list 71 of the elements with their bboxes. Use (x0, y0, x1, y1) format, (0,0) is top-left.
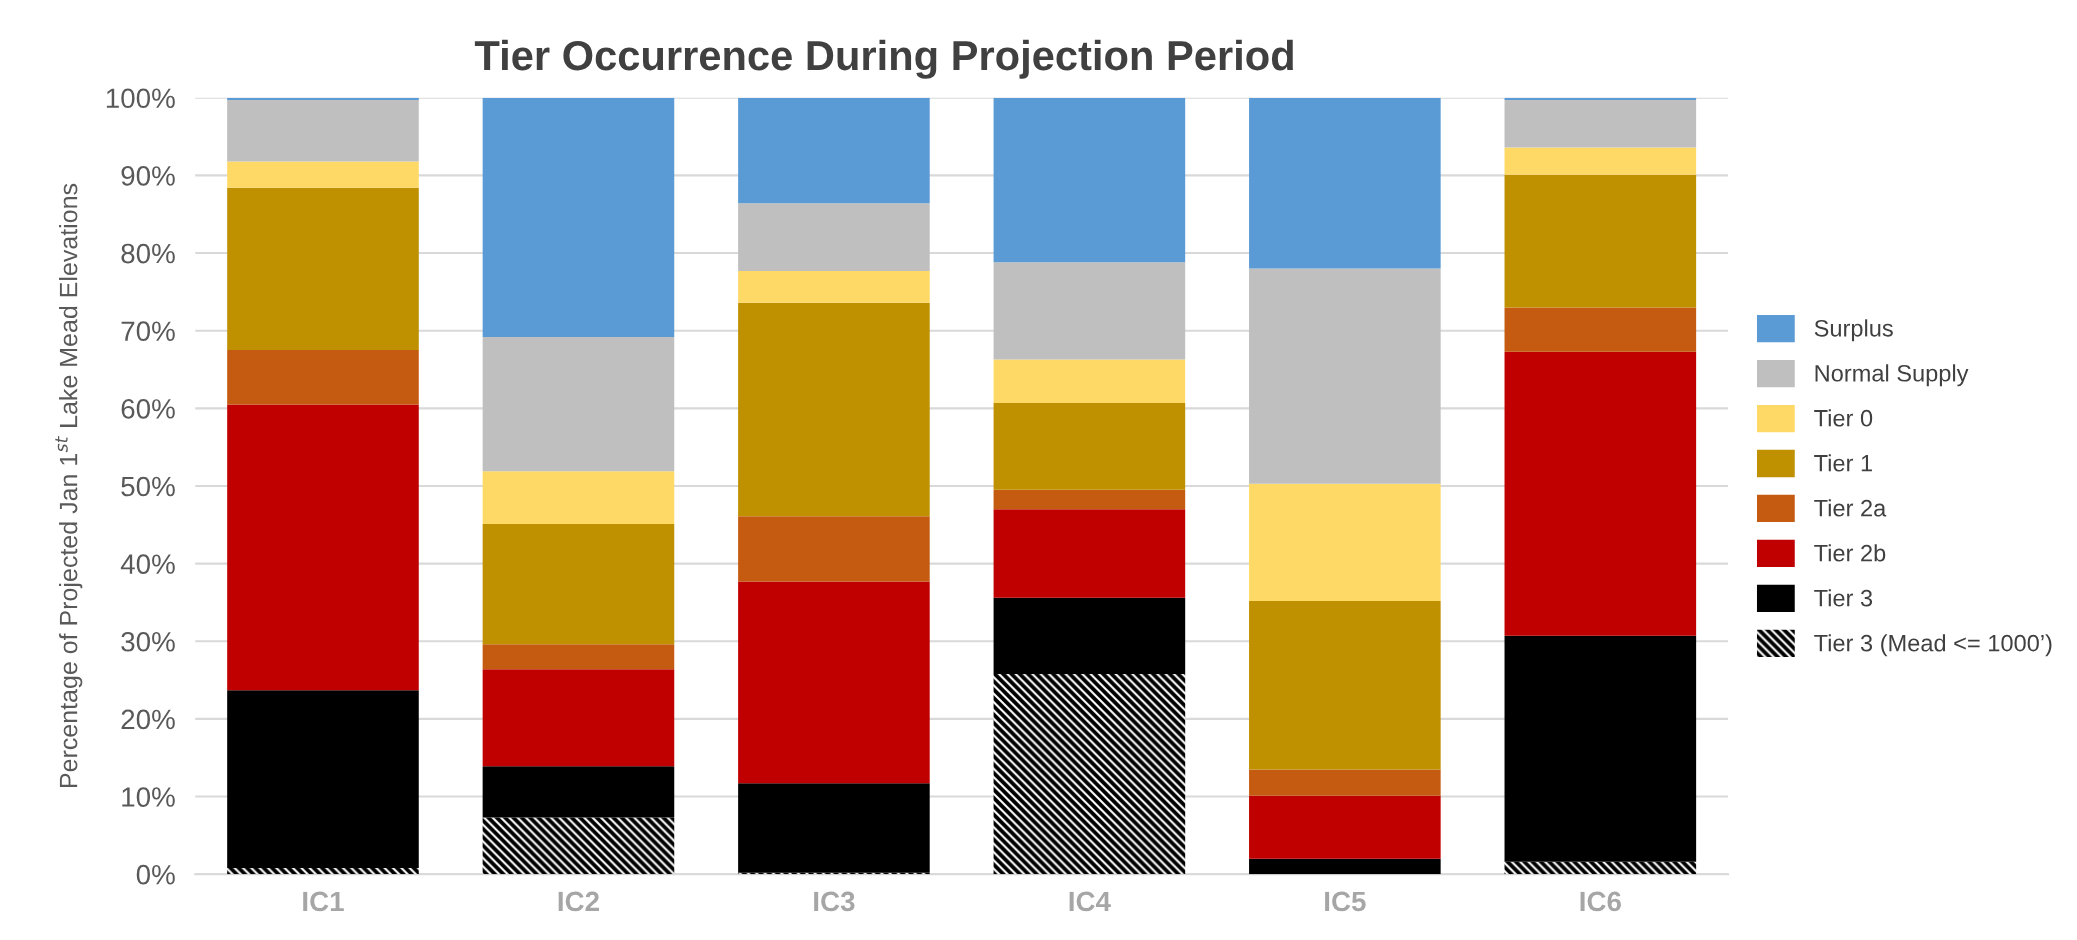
bar (227, 100, 419, 162)
bar (1504, 147, 1697, 175)
bar (482, 669, 675, 767)
bar (993, 402, 1186, 490)
chart-title: Tier Occurrence During Projection Period (474, 39, 1293, 79)
x-tick-label: IC4 (1069, 891, 1111, 912)
bar (1249, 769, 1441, 796)
bar (482, 336, 675, 472)
bar (1249, 795, 1441, 859)
y-tick-label: 0% (136, 864, 175, 885)
bar (1504, 307, 1697, 352)
y-axis-title: Percentage of Projected Jan 1$^{st}$ Lake Mead Elevations (55, 183, 83, 788)
bar (1504, 174, 1697, 308)
bar (738, 97, 930, 204)
y-tick-label: 20% (121, 709, 175, 730)
legend-label: Tier 0 (1814, 409, 1873, 427)
bar (482, 766, 675, 818)
y-tick-label: 80% (121, 243, 175, 264)
x-tick-label: IC1 (303, 891, 344, 912)
bar (227, 161, 419, 188)
legend-label: Tier 2b (1814, 544, 1886, 562)
bar (993, 509, 1186, 598)
bar (1249, 600, 1441, 770)
bar (227, 404, 419, 691)
bar (482, 471, 675, 525)
bar (738, 783, 930, 873)
bar (738, 270, 930, 303)
bar (1504, 351, 1697, 636)
bar (227, 350, 419, 405)
legend-label: Tier 1 (1814, 454, 1872, 472)
x-tick-label: IC2 (558, 891, 599, 912)
bar (1504, 100, 1697, 148)
y-tick-label: 40% (120, 554, 175, 574)
legend-label: Tier 2a (1814, 499, 1887, 517)
y-tick-label: 90% (121, 166, 175, 186)
y-tick-label: 70% (121, 321, 175, 342)
legend-label: Surplus (1814, 319, 1893, 342)
y-tick-label: 100% (106, 88, 175, 109)
x-tick-label: IC6 (1580, 891, 1621, 912)
x-tick-label: IC3 (814, 891, 855, 912)
bar (482, 817, 675, 875)
bar (993, 597, 1186, 674)
bar (1249, 483, 1441, 601)
bar (993, 359, 1186, 403)
y-tick-label: 30% (121, 631, 175, 652)
legend-label: Tier 3 (1814, 589, 1873, 607)
bar (1504, 635, 1697, 862)
bar (738, 302, 930, 517)
bar (1504, 861, 1697, 875)
bar (1249, 268, 1441, 484)
y-tick-label: 60% (121, 399, 175, 419)
bar (482, 644, 675, 670)
bar (993, 97, 1186, 263)
x-tick-label: IC5 (1325, 891, 1366, 912)
bar (227, 690, 419, 868)
bar (1249, 858, 1441, 875)
legend-label: Normal Supply (1815, 364, 1969, 387)
bar (482, 97, 675, 337)
bar (993, 489, 1186, 510)
bar (993, 262, 1186, 360)
bar (738, 581, 930, 784)
bar (227, 187, 419, 351)
bar (1249, 97, 1441, 269)
bar (227, 867, 419, 875)
bar (738, 516, 930, 582)
bar (482, 524, 675, 645)
bar (993, 673, 1186, 875)
bar (738, 203, 930, 271)
y-tick-label: 10% (122, 787, 175, 807)
legend-label: Tier 3 (Mead <= 1000’) (1814, 634, 2052, 657)
y-tick-label: 50% (121, 476, 175, 497)
